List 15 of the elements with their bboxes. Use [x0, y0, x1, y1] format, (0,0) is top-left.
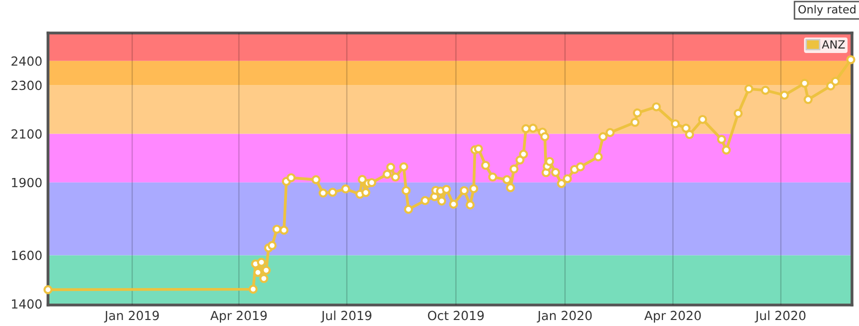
x-tick-label: Oct 2019	[428, 310, 484, 320]
y-tick-label: 1900	[12, 178, 42, 188]
y-tick-label: 2100	[12, 129, 42, 139]
x-tick-label: Apr 2020	[644, 310, 701, 323]
x-tick-label: Jul 2019	[320, 310, 372, 323]
y-tick-label: 2400	[12, 56, 42, 66]
y-tick-label: 2300	[12, 80, 42, 90]
x-tick-label: Jan 2020	[536, 310, 592, 323]
legend-label: ANZ	[822, 40, 845, 48]
x-tick-label: Jul 2020	[754, 310, 806, 323]
text: Only rated	[798, 4, 856, 16]
x-tick-label: Apr 2019	[210, 310, 267, 323]
x-tick-label: Jan 2019	[104, 310, 159, 323]
y-tick-label: 1600	[12, 250, 42, 260]
y-tick-label: 1400	[12, 299, 42, 309]
